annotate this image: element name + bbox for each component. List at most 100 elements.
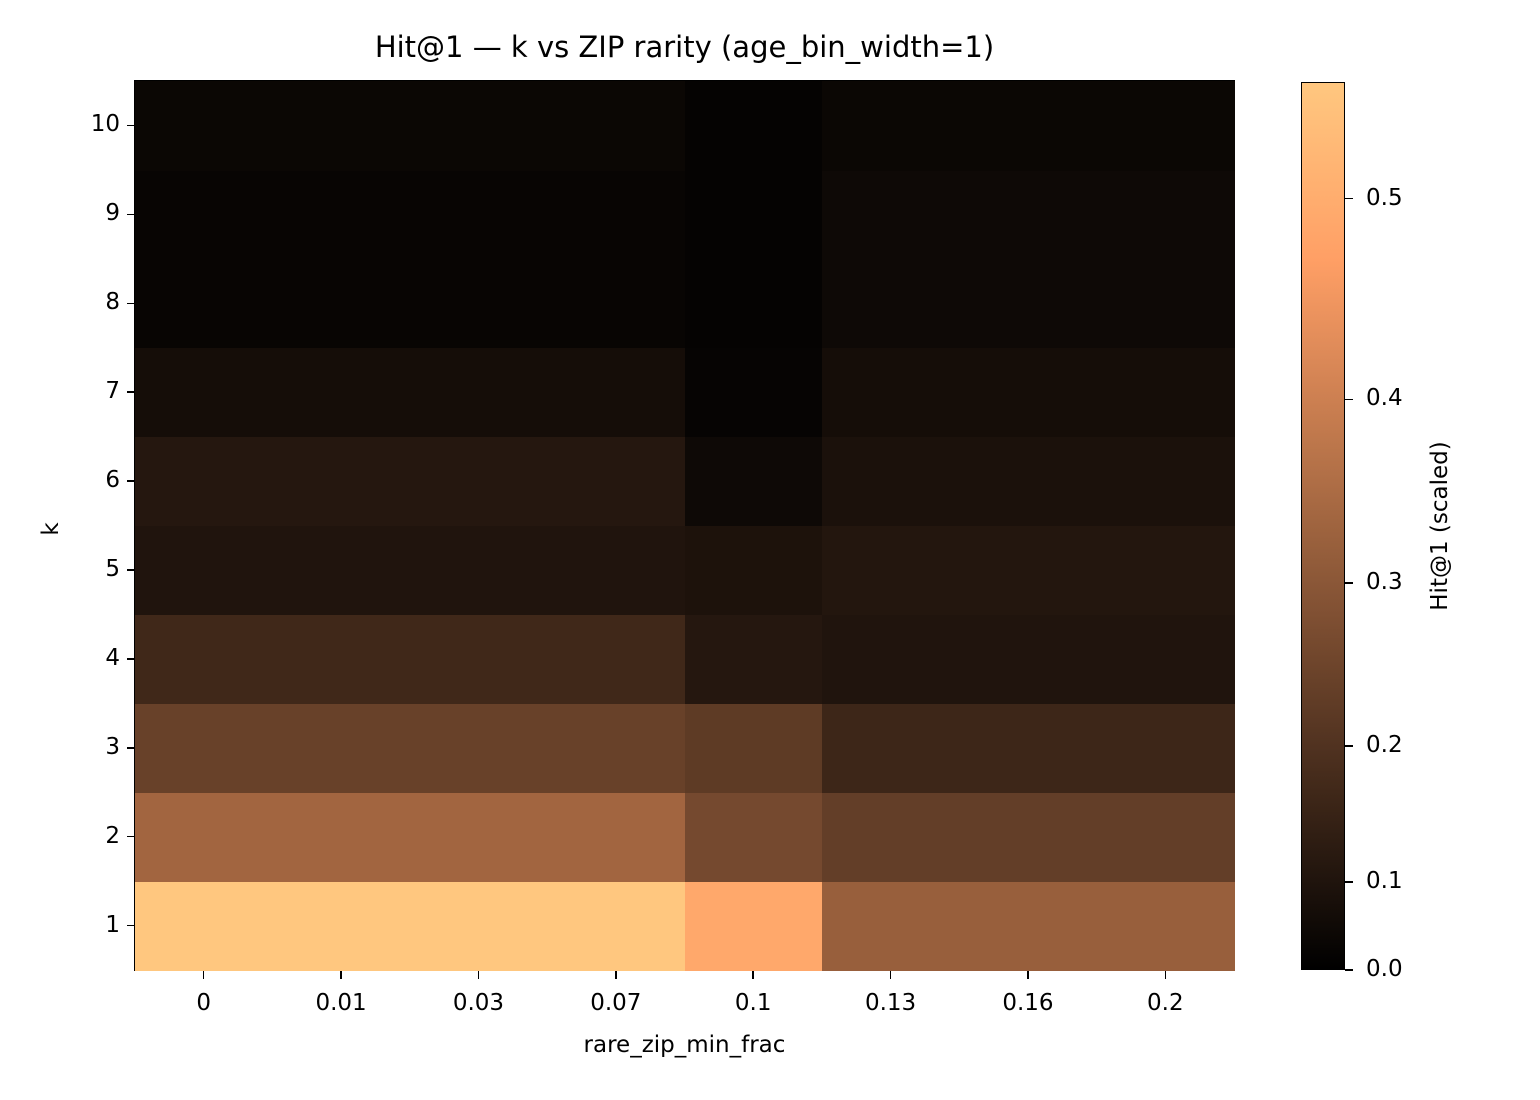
- x-axis-label: rare_zip_min_frac: [583, 1032, 786, 1058]
- heatmap-cell: [1096, 169, 1235, 260]
- heatmap-cell: [135, 169, 273, 260]
- heatmap-cell: [684, 347, 823, 438]
- heatmap-cell: [684, 258, 823, 349]
- heatmap-cell: [547, 347, 686, 438]
- heatmap-cell: [959, 614, 1098, 704]
- heatmap-cell: [1096, 614, 1235, 704]
- heatmap-cell: [135, 81, 273, 171]
- heatmap-cell: [547, 81, 686, 171]
- heatmap-cell: [821, 703, 960, 793]
- colorbar-tick-label: 0.3: [1366, 568, 1403, 595]
- x-tick: [752, 971, 754, 979]
- heatmap-cell: [272, 614, 411, 704]
- heatmap-cell: [409, 436, 548, 527]
- x-tick: [340, 971, 342, 979]
- colorbar-tick-label: 0.4: [1366, 385, 1403, 412]
- chart-title: Hit@1 — k vs ZIP rarity (age_bin_width=1…: [374, 30, 995, 64]
- heatmap-cell: [684, 436, 823, 527]
- x-tick-label: 0.07: [590, 990, 642, 1016]
- heatmap-cell: [272, 81, 411, 171]
- heatmap-cell: [135, 792, 273, 882]
- colorbar-tick: [1345, 881, 1353, 883]
- heatmap-cell: [135, 614, 273, 704]
- y-tick: [127, 480, 135, 482]
- heatmap-cell: [272, 347, 411, 438]
- heatmap-cell: [409, 525, 548, 615]
- heatmap-plot-area: [134, 80, 1235, 971]
- y-tick: [127, 124, 135, 127]
- x-tick: [202, 971, 205, 979]
- heatmap-cell: [821, 792, 960, 882]
- x-tick: [615, 971, 617, 979]
- heatmap-cell: [959, 169, 1098, 260]
- heatmap-cell: [821, 169, 960, 260]
- heatmap-cell: [547, 169, 686, 260]
- heatmap-cell: [959, 81, 1098, 171]
- heatmap-cell: [1096, 792, 1235, 882]
- heatmap-cell: [547, 792, 686, 882]
- x-tick: [889, 971, 892, 979]
- heatmap-cell: [821, 881, 960, 971]
- colorbar-tick: [1345, 398, 1353, 401]
- y-tick: [127, 302, 135, 304]
- colorbar-tick: [1345, 582, 1353, 584]
- y-tick: [127, 658, 135, 660]
- colorbar-tick-label: 0.5: [1366, 184, 1403, 211]
- heatmap-cell: [959, 525, 1098, 615]
- heatmap-cell: [821, 525, 960, 615]
- colorbar-tick: [1345, 969, 1353, 971]
- x-tick-label: 0: [196, 990, 211, 1016]
- heatmap-cell: [272, 703, 411, 793]
- heatmap-cell: [135, 436, 273, 527]
- heatmap-cell: [821, 347, 960, 438]
- heatmap-cell: [684, 525, 823, 615]
- heatmap-cell: [821, 258, 960, 349]
- heatmap-cell: [684, 792, 823, 882]
- heatmap-cell: [409, 347, 548, 438]
- heatmap-cell: [1096, 881, 1235, 971]
- heatmap-cell: [684, 169, 823, 260]
- heatmap-cell: [272, 881, 411, 971]
- colorbar-tick: [1345, 197, 1353, 200]
- heatmap-cell: [409, 792, 548, 882]
- heatmap-cell: [547, 703, 686, 793]
- y-tick-label: 3: [105, 733, 120, 760]
- heatmap-cell: [1096, 347, 1235, 438]
- colorbar-label: Hit@1 (scaled): [1427, 441, 1453, 611]
- heatmap-cell: [547, 614, 686, 704]
- heatmap-cell: [409, 881, 548, 971]
- colorbar-tick-label: 0.1: [1366, 868, 1403, 895]
- y-tick: [127, 391, 135, 393]
- heatmap-cell: [821, 614, 960, 704]
- x-tick: [1164, 971, 1167, 979]
- heatmap-cell: [821, 81, 960, 171]
- y-tick: [127, 835, 135, 838]
- heatmap-cell: [959, 703, 1098, 793]
- y-tick-label: 2: [105, 822, 120, 849]
- colorbar-tick-label: 0.0: [1366, 956, 1403, 982]
- heatmap-cell: [135, 703, 273, 793]
- y-axis-label: k: [38, 522, 64, 536]
- heatmap-cell: [1096, 525, 1235, 615]
- y-tick-label: 4: [105, 644, 120, 671]
- heatmap-cell: [547, 258, 686, 349]
- heatmap-cell: [272, 525, 411, 615]
- y-tick-label: 10: [90, 111, 120, 138]
- heatmap-cell: [409, 614, 548, 704]
- heatmap-cell: [684, 81, 823, 171]
- heatmap-cell: [272, 436, 411, 527]
- heatmap-cell: [547, 525, 686, 615]
- heatmap-cell: [135, 347, 273, 438]
- x-tick-label: 0.01: [315, 990, 367, 1016]
- y-tick-label: 5: [105, 555, 120, 582]
- y-tick-label: 1: [105, 911, 120, 938]
- heatmap-cell: [409, 258, 548, 349]
- heatmap-cell: [1096, 258, 1235, 349]
- heatmap-cell: [547, 881, 686, 971]
- heatmap-cell: [1096, 81, 1235, 171]
- heatmap-cell: [684, 703, 823, 793]
- colorbar: [1301, 82, 1345, 970]
- heatmap-cell: [821, 436, 960, 527]
- colorbar-tick: [1345, 745, 1353, 747]
- x-tick-label: 0.2: [1147, 990, 1184, 1016]
